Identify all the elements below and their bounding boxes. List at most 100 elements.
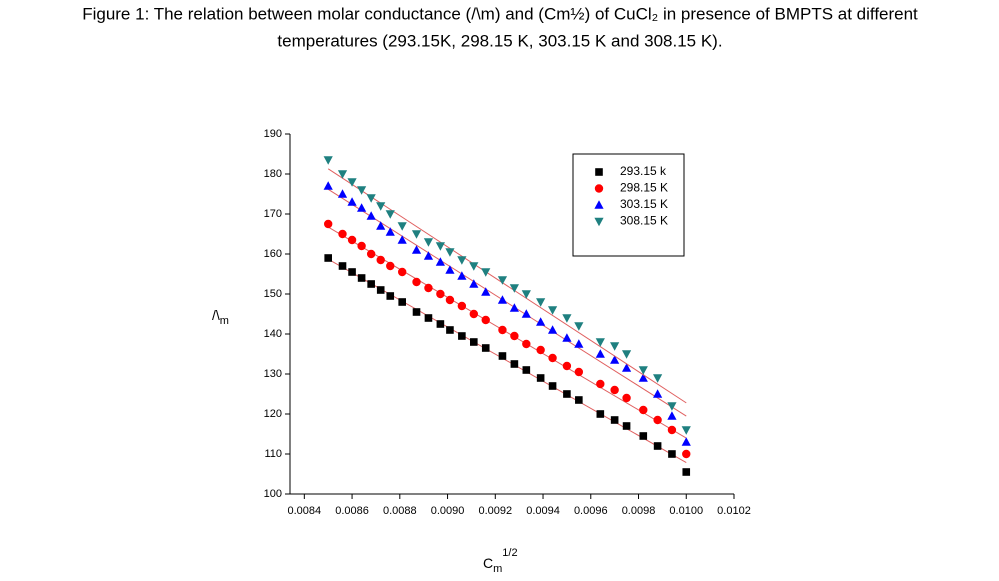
- x-tick-label: 0.0100: [669, 505, 703, 517]
- marker: [596, 410, 605, 418]
- marker: [376, 202, 386, 211]
- marker: [562, 314, 572, 323]
- marker: [498, 325, 507, 335]
- marker: [595, 338, 605, 347]
- marker: [667, 402, 677, 411]
- marker: [411, 230, 422, 239]
- marker: [366, 211, 376, 220]
- marker: [548, 382, 557, 390]
- marker: [622, 393, 631, 403]
- x-label-sub: m: [493, 563, 502, 575]
- fit-line: [327, 168, 687, 404]
- marker: [574, 322, 584, 331]
- x-tick-label: 0.0090: [431, 505, 465, 517]
- marker: [386, 292, 395, 300]
- marker: [596, 379, 605, 389]
- marker: [510, 331, 519, 341]
- y-tick-label: 130: [264, 368, 282, 380]
- marker: [338, 262, 347, 270]
- marker: [522, 339, 531, 349]
- marker: [347, 235, 357, 245]
- marker: [547, 325, 558, 334]
- fit-line: [327, 188, 687, 417]
- marker: [435, 242, 445, 251]
- marker: [386, 261, 395, 271]
- x-tick-label: 0.0084: [287, 505, 321, 517]
- y-tick-label: 150: [264, 288, 282, 300]
- marker: [423, 251, 434, 260]
- marker: [367, 280, 375, 288]
- marker: [347, 178, 357, 187]
- chart-title: temperatures (293.15K, 298.15 K, 303.15 …: [277, 31, 722, 50]
- marker: [681, 426, 691, 435]
- marker: [521, 309, 531, 318]
- legend-label: 308.15 K: [620, 214, 668, 228]
- marker: [536, 317, 546, 326]
- marker: [385, 210, 395, 219]
- legend-marker: [594, 217, 604, 227]
- marker: [522, 366, 531, 374]
- marker: [446, 326, 454, 334]
- marker: [357, 186, 367, 195]
- marker: [653, 389, 663, 398]
- marker: [376, 255, 385, 265]
- marker: [521, 290, 531, 299]
- marker: [610, 342, 620, 351]
- legend-label: 298.15 K: [620, 181, 668, 195]
- marker: [667, 411, 677, 420]
- y-tick-label: 170: [264, 208, 282, 220]
- marker: [610, 355, 620, 364]
- marker: [323, 181, 333, 190]
- marker: [412, 277, 421, 287]
- x-label-base: C: [483, 555, 493, 571]
- y-tick-label: 190: [264, 128, 282, 140]
- legend-marker: [595, 168, 603, 176]
- marker: [357, 274, 366, 282]
- marker: [347, 197, 357, 206]
- marker: [610, 385, 619, 395]
- legend-marker: [594, 184, 604, 193]
- marker: [653, 415, 662, 425]
- marker: [510, 360, 519, 368]
- marker: [682, 468, 691, 476]
- fit-line: [327, 226, 687, 439]
- marker: [563, 390, 571, 398]
- marker: [681, 437, 691, 446]
- marker: [469, 309, 479, 319]
- marker: [653, 374, 663, 383]
- legend-label: 293.15 k: [620, 164, 667, 178]
- marker: [574, 339, 584, 348]
- marker: [622, 422, 631, 430]
- marker: [412, 308, 421, 316]
- marker: [323, 156, 333, 165]
- marker: [337, 170, 348, 179]
- y-axis-label: /\m: [212, 307, 229, 327]
- marker: [337, 189, 348, 198]
- marker: [436, 289, 445, 299]
- marker: [445, 295, 455, 305]
- legend-marker: [594, 200, 604, 209]
- marker: [610, 416, 619, 424]
- marker: [497, 295, 508, 304]
- marker: [574, 367, 584, 377]
- marker: [445, 265, 455, 274]
- marker: [357, 241, 366, 251]
- x-tick-label: 0.0092: [478, 505, 512, 517]
- marker: [348, 268, 356, 276]
- x-tick-label: 0.0094: [526, 505, 560, 517]
- marker: [621, 350, 632, 359]
- marker: [621, 363, 632, 372]
- marker: [481, 315, 490, 325]
- marker: [435, 257, 445, 266]
- marker: [509, 303, 519, 312]
- marker: [436, 320, 445, 328]
- y-tick-label: 180: [264, 168, 282, 180]
- marker: [424, 283, 433, 293]
- marker: [536, 374, 545, 382]
- marker: [423, 238, 434, 247]
- x-label-sup: 1/2: [502, 547, 517, 559]
- marker: [397, 235, 407, 244]
- marker: [357, 203, 367, 212]
